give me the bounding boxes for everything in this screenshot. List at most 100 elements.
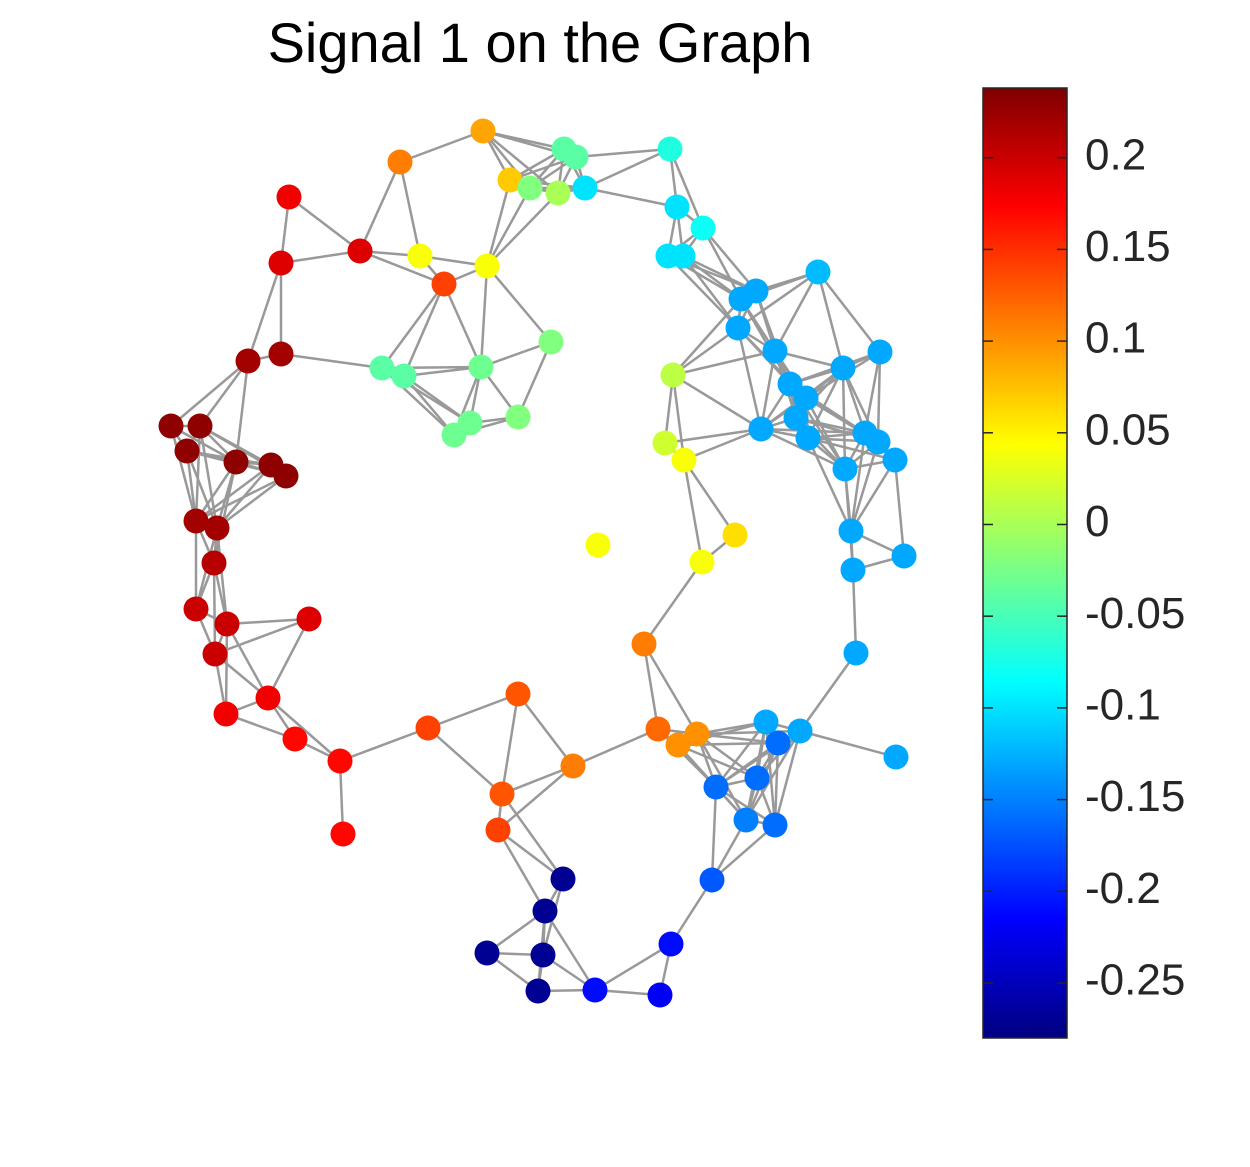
edge xyxy=(584,186,678,209)
node xyxy=(468,354,494,380)
edge xyxy=(486,265,552,343)
colorbar-tick-label: 0.05 xyxy=(1085,405,1171,454)
node xyxy=(762,338,788,364)
node xyxy=(505,404,531,430)
node xyxy=(525,978,551,1004)
node xyxy=(647,982,673,1008)
node xyxy=(550,866,576,892)
node xyxy=(689,549,715,575)
edge xyxy=(799,729,897,759)
node xyxy=(865,429,891,455)
edge xyxy=(485,179,512,267)
edge xyxy=(403,375,455,436)
node xyxy=(538,329,564,355)
edge xyxy=(280,249,361,265)
node xyxy=(840,557,866,583)
edge xyxy=(500,693,520,795)
edge xyxy=(543,910,597,991)
node xyxy=(276,184,302,210)
node xyxy=(660,362,686,388)
edge xyxy=(672,349,776,377)
node xyxy=(572,175,598,201)
colorbar-tick-label: -0.2 xyxy=(1085,864,1161,913)
node xyxy=(645,716,671,742)
node xyxy=(664,194,690,220)
node xyxy=(670,243,696,269)
node xyxy=(296,606,322,632)
node xyxy=(795,425,821,451)
node xyxy=(489,781,515,807)
edge xyxy=(773,742,780,826)
node xyxy=(187,413,213,439)
node xyxy=(387,149,413,175)
node xyxy=(347,238,373,264)
edge xyxy=(701,227,743,300)
edge xyxy=(876,351,882,443)
edge xyxy=(214,617,310,656)
node xyxy=(753,709,779,735)
edge xyxy=(672,298,742,376)
edge xyxy=(682,254,757,293)
node xyxy=(703,774,729,800)
edge xyxy=(849,459,897,532)
edge xyxy=(195,463,272,523)
node xyxy=(699,867,725,893)
node xyxy=(213,701,239,727)
edge xyxy=(715,741,779,789)
colorbar-tick-label: -0.1 xyxy=(1085,681,1161,730)
node xyxy=(563,144,589,170)
edge xyxy=(683,427,762,462)
edge xyxy=(216,475,287,529)
node xyxy=(441,422,467,448)
edge xyxy=(399,129,484,164)
edge xyxy=(198,360,250,427)
node xyxy=(183,508,209,534)
node xyxy=(684,721,710,747)
edge xyxy=(702,227,757,292)
node xyxy=(560,753,586,779)
node xyxy=(214,611,240,637)
node xyxy=(183,596,209,622)
edge xyxy=(225,623,270,699)
edge xyxy=(427,692,519,730)
edge xyxy=(594,942,672,992)
edge xyxy=(266,618,311,699)
node xyxy=(202,641,228,667)
node xyxy=(748,416,774,442)
edge xyxy=(863,351,882,434)
edge xyxy=(195,474,287,523)
edge xyxy=(194,425,202,522)
edge xyxy=(359,249,445,286)
edge xyxy=(849,432,867,532)
node xyxy=(235,348,261,374)
node xyxy=(273,463,299,489)
edge xyxy=(358,161,402,252)
chart-title: Signal 1 on the Graph xyxy=(268,11,813,74)
colorbar-tick-label: -0.25 xyxy=(1085,956,1185,1005)
edge xyxy=(682,459,737,536)
edge xyxy=(849,441,880,532)
edge xyxy=(288,196,361,252)
node xyxy=(327,748,353,774)
edge xyxy=(339,726,429,763)
node xyxy=(497,167,523,193)
edge xyxy=(224,623,229,715)
node xyxy=(658,931,684,957)
node xyxy=(369,355,395,381)
node xyxy=(268,250,294,276)
node xyxy=(690,215,716,241)
edge xyxy=(773,730,802,826)
node xyxy=(743,278,769,304)
edge xyxy=(380,283,446,369)
edge xyxy=(185,450,219,529)
edge xyxy=(806,437,853,532)
edge xyxy=(403,365,482,378)
edge xyxy=(496,829,547,912)
node xyxy=(407,243,433,269)
edge xyxy=(427,727,503,795)
node xyxy=(652,430,678,456)
edge xyxy=(642,643,660,730)
edge xyxy=(669,879,714,945)
node xyxy=(517,175,543,201)
